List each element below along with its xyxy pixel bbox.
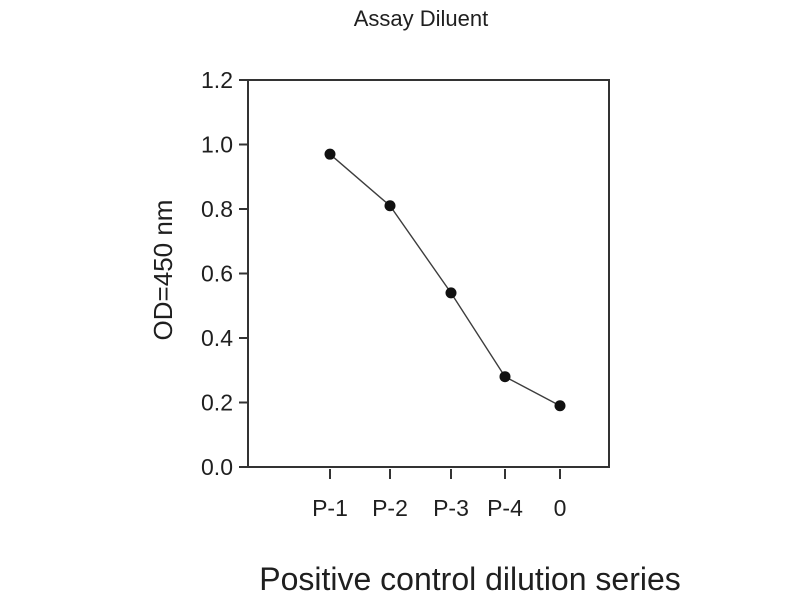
y-tick-label: 0.2	[201, 390, 233, 416]
y-tick-label: 0.0	[201, 454, 233, 480]
x-tick-label: P-3	[433, 495, 469, 521]
data-point	[554, 400, 566, 412]
data-point	[445, 287, 457, 299]
x-axis-ticks: P-1 P-2 P-3 P-4 0	[312, 469, 566, 521]
series-line	[329, 153, 561, 407]
y-axis-label: OD=450 nm	[148, 200, 178, 341]
plot-frame	[247, 79, 610, 468]
data-series	[324, 148, 566, 412]
data-point	[324, 148, 336, 160]
data-point	[499, 371, 511, 383]
x-tick-label: P-1	[312, 495, 348, 521]
x-tick-label: P-4	[487, 495, 523, 521]
plot-border	[247, 79, 610, 468]
x-tick-label: 0	[554, 495, 567, 521]
y-tick-label: 0.6	[201, 261, 233, 287]
y-tick-label: 1.0	[201, 132, 233, 158]
y-tick-label: 0.8	[201, 196, 233, 222]
x-tick-label: P-2	[372, 495, 408, 521]
y-tick-label: 0.4	[201, 325, 233, 351]
y-axis-ticks: 0.0 0.2 0.4 0.6 0.8 1.0 1.2	[201, 67, 248, 480]
chart-title: Assay Diluent	[354, 6, 489, 31]
y-tick-label: 1.2	[201, 67, 233, 93]
data-point	[384, 200, 396, 212]
x-axis-label: Positive control dilution series	[259, 561, 681, 597]
